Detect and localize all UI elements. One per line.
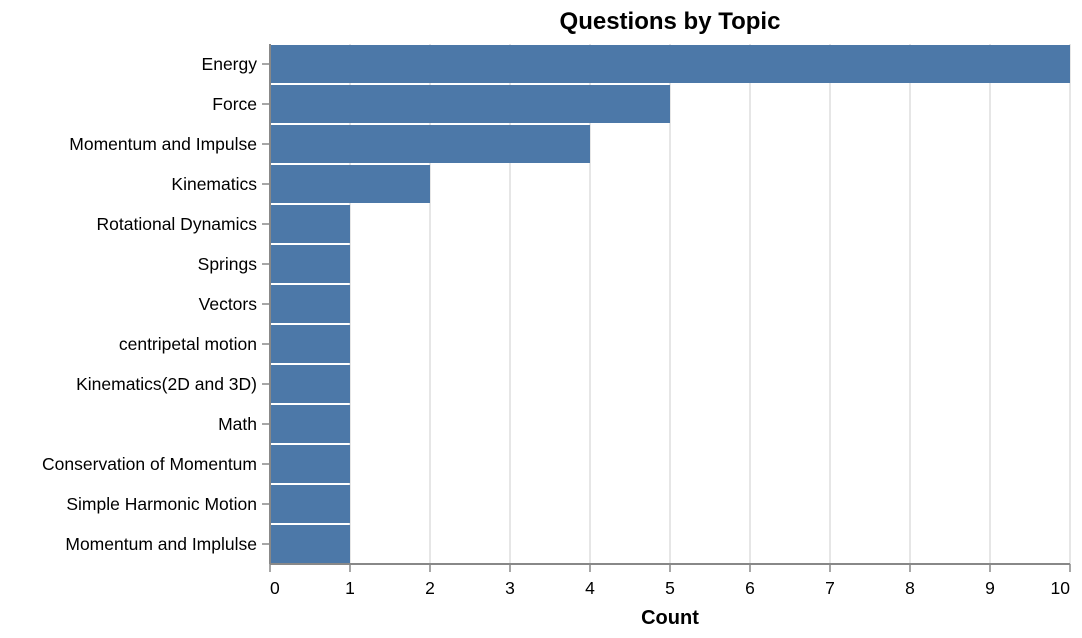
y-tick-label: Force [212, 94, 257, 114]
y-tick-label: Momentum and Impulse [69, 134, 257, 154]
x-tick-label: 6 [745, 578, 755, 598]
x-tick-label: 5 [665, 578, 675, 598]
y-tick-label: Energy [202, 54, 258, 74]
y-tick-label: Springs [198, 254, 258, 274]
x-axis-title: Count [641, 607, 699, 629]
x-tick-label: 9 [985, 578, 995, 598]
bar [270, 165, 430, 203]
bar [270, 325, 350, 363]
chart-title: Questions by Topic [560, 8, 781, 35]
y-tick-label: centripetal motion [119, 334, 257, 354]
y-axis: Energy Force Momentum and Impulse Kinematic… [42, 44, 271, 564]
x-axis: 0 1 2 3 4 5 6 7 8 9 10 [269, 563, 1071, 598]
x-tick-label: 10 [1051, 578, 1071, 598]
bar [270, 205, 350, 243]
bar [270, 245, 350, 283]
y-tick-label: Vectors [199, 294, 258, 314]
x-tick-label: 4 [585, 578, 595, 598]
bar [270, 45, 1070, 83]
x-tick-label: 0 [270, 578, 280, 598]
y-tick-label: Math [218, 414, 257, 434]
y-tick-label: Simple Harmonic Motion [66, 494, 257, 514]
bar [270, 85, 670, 123]
y-tick-label: Conservation of Momentum [42, 454, 257, 474]
x-tick-label: 8 [905, 578, 915, 598]
bar [270, 405, 350, 443]
bar [270, 285, 350, 323]
bar [270, 485, 350, 523]
bar [270, 125, 590, 163]
x-tick-label: 2 [425, 578, 435, 598]
bars [270, 45, 1070, 563]
x-tick-label: 7 [825, 578, 835, 598]
y-tick-label: Kinematics [171, 174, 257, 194]
y-tick-label: Kinematics(2D and 3D) [76, 374, 257, 394]
bar [270, 365, 350, 403]
y-tick-label: Momentum and Implulse [65, 534, 257, 554]
bar [270, 525, 350, 563]
x-tick-label: 1 [345, 578, 355, 598]
y-tick-label: Rotational Dynamics [97, 214, 258, 234]
bar [270, 445, 350, 483]
x-tick-label: 3 [505, 578, 515, 598]
